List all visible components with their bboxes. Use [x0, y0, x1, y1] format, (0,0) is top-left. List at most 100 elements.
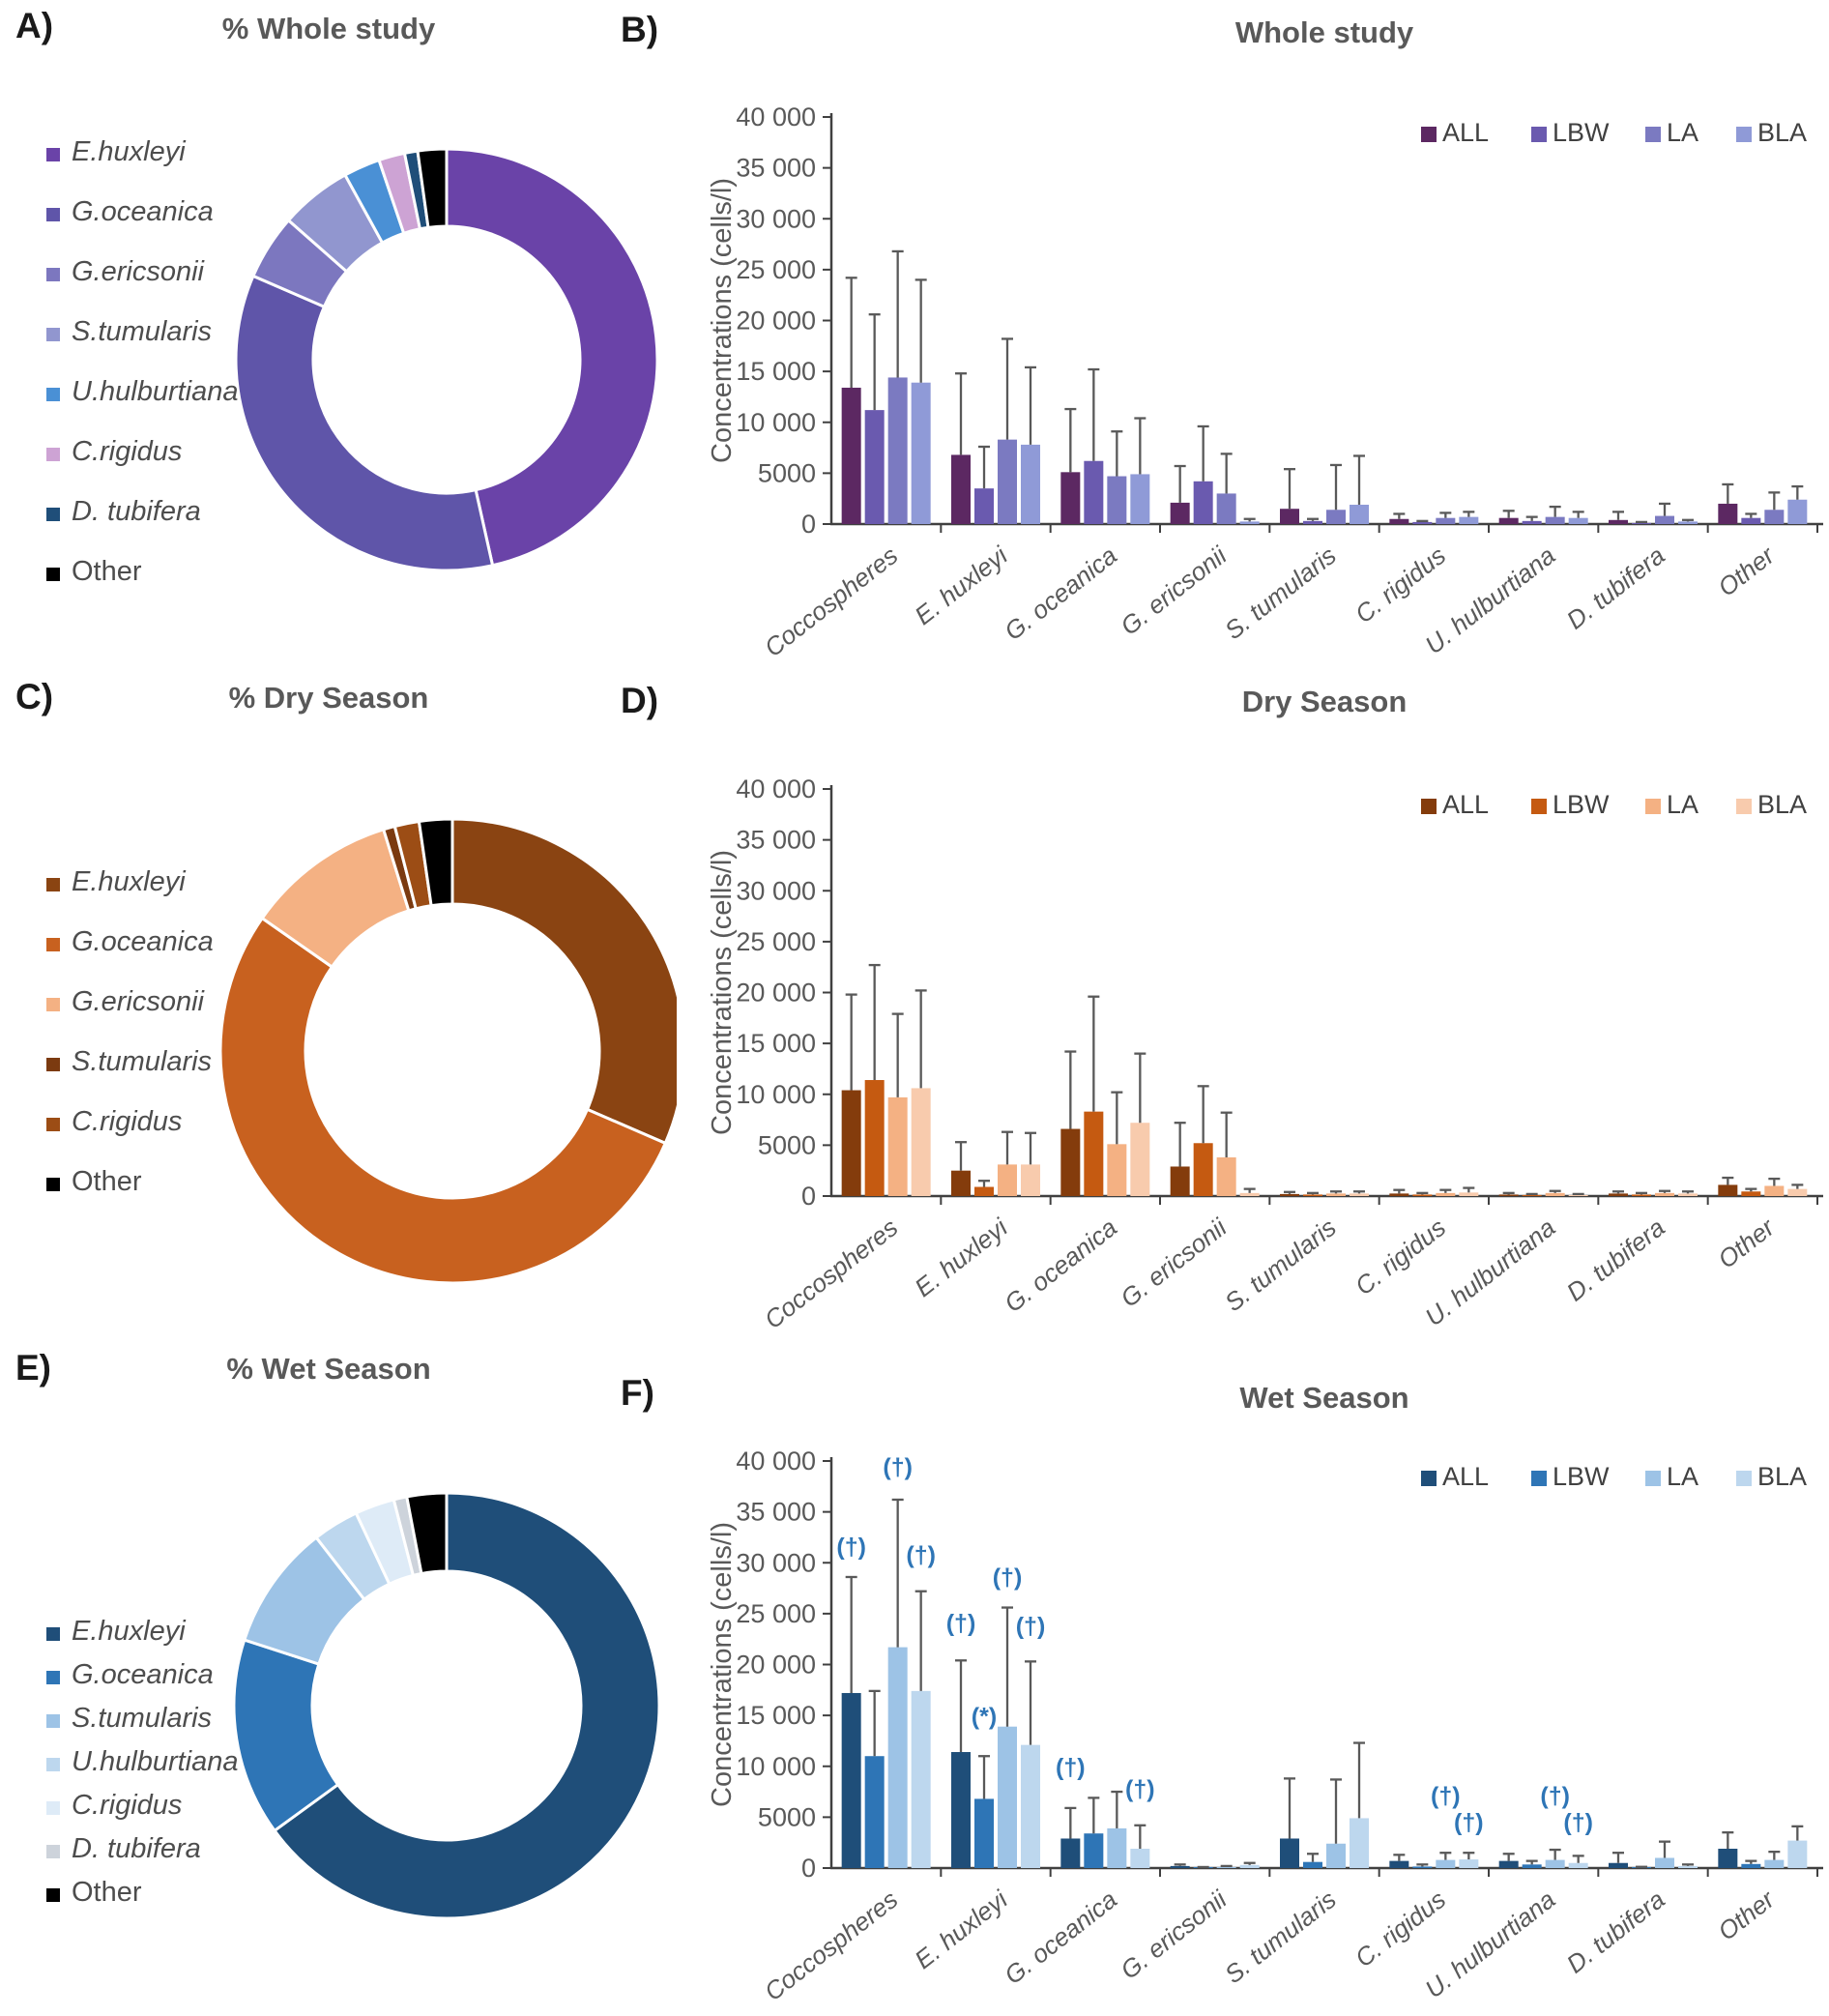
legend-label-G.ericsonii: G.ericsonii	[72, 256, 206, 287]
bar-E. huxleyi-LBW	[974, 1186, 994, 1196]
bar-Coccospheres-ALL	[841, 387, 861, 524]
bar-C. rigidus-LBW	[1412, 1194, 1433, 1196]
bar-U. hulburtiana-LA	[1545, 516, 1565, 524]
legend-swatch-ALL	[1421, 799, 1437, 814]
bar-U. hulburtiana-BLA	[1568, 1862, 1588, 1868]
legend-label-LBW: LBW	[1553, 1462, 1610, 1491]
y-tick-label: 40 000	[736, 774, 816, 803]
bar-D. tubifera-LBW	[1632, 522, 1651, 524]
bar-G. ericsonii-LA	[1216, 1866, 1236, 1868]
bar-Other-LBW	[1741, 517, 1761, 524]
significance-annotation: (†)	[1454, 1809, 1484, 1836]
bar-C. rigidus-BLA	[1459, 516, 1479, 524]
bar-E. huxleyi-BLA	[1021, 1164, 1040, 1196]
legend-label-S.tumularis: S.tumularis	[72, 316, 212, 347]
title-wet-season-bars: Wet Season	[1239, 1381, 1409, 1415]
significance-annotation: (†)	[1016, 1613, 1046, 1640]
significance-annotation: (†)	[946, 1610, 976, 1637]
legend-swatch-G.ericsonii	[46, 268, 60, 281]
bar-G. oceanica-ALL	[1060, 1838, 1081, 1868]
donut-chart-dry-season: E.huxleyi G.oceanica G.ericsonii S.tumulari…	[46, 817, 677, 1285]
x-category-label: S. tumularis	[1219, 541, 1342, 645]
legend-label-E.huxleyi: E.huxleyi	[72, 1616, 187, 1647]
title-dry-season-pie: % Dry Season	[228, 681, 429, 715]
y-axis-title: Concentrations (cells/l)	[707, 178, 738, 463]
bar-Coccospheres-LBW	[864, 1756, 885, 1868]
x-category-label: Coccospheres	[759, 1885, 903, 2006]
bar-Other-LBW	[1741, 1863, 1761, 1868]
y-tick-label: 30 000	[736, 204, 816, 233]
legend-swatch-E.huxleyi	[46, 148, 60, 161]
bar-E. huxleyi-BLA	[1021, 1744, 1040, 1868]
bar-G. ericsonii-BLA	[1239, 521, 1260, 524]
legend-label-LA: LA	[1667, 790, 1698, 819]
bar-D. tubifera-ALL	[1609, 1193, 1628, 1196]
legend-swatch-Other	[46, 1178, 60, 1191]
bar-G. ericsonii-LBW	[1193, 481, 1213, 524]
significance-annotation: (†)	[1431, 1783, 1461, 1810]
significance-annotation: (†)	[836, 1534, 866, 1561]
bar-C. rigidus-ALL	[1389, 1193, 1409, 1196]
significance-annotation: (†)	[1540, 1783, 1570, 1810]
bar-U. hulburtiana-ALL	[1498, 1194, 1519, 1196]
y-tick-label: 25 000	[736, 255, 816, 284]
bar-G. oceanica-LBW	[1084, 1111, 1104, 1196]
bar-Coccospheres-ALL	[841, 1692, 861, 1868]
legend-label-G.oceanica: G.oceanica	[72, 926, 214, 957]
bar-Other-LA	[1764, 1185, 1785, 1196]
significance-annotation: (*)	[972, 1704, 997, 1731]
bar-U. hulburtiana-BLA	[1568, 517, 1588, 524]
bar-E. huxleyi-LBW	[974, 488, 994, 524]
legend-swatch-G.oceanica	[46, 1671, 60, 1684]
bar-U. hulburtiana-LBW	[1522, 1864, 1542, 1868]
bar-Other-ALL	[1718, 1184, 1738, 1196]
panel-letter-a: A)	[15, 6, 54, 45]
x-category-label: D. tubifera	[1561, 1213, 1670, 1306]
bar-D. tubifera-ALL	[1609, 519, 1628, 524]
bar-C. rigidus-LBW	[1412, 521, 1433, 524]
slice-Other	[405, 1491, 449, 1576]
bar-chart-wet-season: 0 5000 10 000 15 000 20 000 25 000 30 000 35 00…	[707, 1446, 1823, 2006]
bar-C. rigidus-LA	[1436, 1192, 1456, 1196]
significance-annotation: (†)	[993, 1563, 1023, 1591]
legend-label-E.huxleyi: E.huxleyi	[72, 866, 187, 897]
bar-G. oceanica-BLA	[1130, 474, 1150, 524]
bar-Coccospheres-LBW	[864, 1080, 885, 1196]
legend-label-C.rigidus: C.rigidus	[72, 436, 182, 467]
legend-swatch-U.hulburtiana	[46, 388, 60, 401]
legend-swatch-G.oceanica	[46, 938, 60, 951]
y-tick-label: 15 000	[736, 1701, 816, 1730]
legend-label-C.rigidus: C.rigidus	[72, 1790, 182, 1821]
x-category-label: Other	[1712, 540, 1781, 602]
y-axis-title: Concentrations (cells/l)	[707, 850, 738, 1135]
bar-Coccospheres-BLA	[911, 1690, 931, 1868]
y-tick-label: 30 000	[736, 1548, 816, 1577]
bar-E. huxleyi-LA	[998, 1164, 1017, 1196]
y-tick-label: 25 000	[736, 927, 816, 956]
y-tick-label: 35 000	[736, 826, 816, 855]
bar-C. rigidus-ALL	[1389, 1860, 1409, 1868]
bar-Other-BLA	[1787, 499, 1808, 524]
legend-label-G.oceanica: G.oceanica	[72, 1659, 214, 1690]
bar-Coccospheres-ALL	[841, 1090, 861, 1196]
bar-U. hulburtiana-ALL	[1498, 1860, 1519, 1868]
x-category-label: Other	[1712, 1212, 1781, 1274]
legend-swatch-S.tumularis	[46, 328, 60, 341]
y-tick-label: 30 000	[736, 876, 816, 905]
bar-Other-ALL	[1718, 503, 1738, 524]
bar-U. hulburtiana-ALL	[1498, 517, 1519, 524]
bar-C. rigidus-BLA	[1459, 1859, 1479, 1868]
slice-Other	[417, 817, 454, 908]
title-whole-study-bars: Whole study	[1234, 15, 1414, 49]
x-category-label: Coccospheres	[759, 541, 903, 662]
bar-chart-dry-season: 0 5000 10 000 15 000 20 000 25 000 30 000 35 00…	[707, 774, 1823, 1334]
bar-S. tumularis-BLA	[1350, 1193, 1369, 1196]
legend-swatch-Other	[46, 1888, 60, 1902]
y-axis-title: Concentrations (cells/l)	[707, 1522, 738, 1807]
legend-label-LBW: LBW	[1553, 790, 1610, 819]
bar-D. tubifera-LBW	[1632, 1194, 1651, 1196]
bar-Other-BLA	[1787, 1188, 1808, 1196]
bar-S. tumularis-LA	[1326, 1843, 1346, 1868]
bar-E. huxleyi-LA	[998, 1726, 1017, 1868]
y-tick-label: 20 000	[736, 307, 816, 336]
